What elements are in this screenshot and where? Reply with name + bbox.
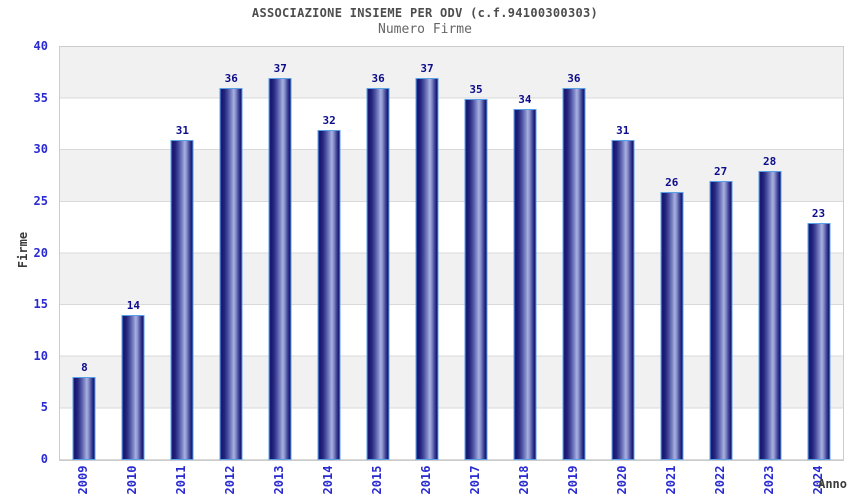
bar: [758, 170, 782, 460]
x-tick-label: 2019: [565, 465, 580, 495]
x-axis-tick-labels: 2009 2010 2011 2012 2013 2014 2015 2016 2017 2018…: [59, 460, 842, 500]
bar-slot: 8: [60, 47, 109, 460]
bar-slot: 27: [696, 47, 745, 460]
x-tick-label: 2023: [761, 465, 776, 495]
bar: [366, 88, 390, 460]
x-tick-label: 2014: [321, 465, 336, 495]
bar-slot: 23: [794, 47, 843, 460]
bar: [317, 129, 341, 460]
bar-slot: 36: [207, 47, 256, 460]
x-tick-label: 2015: [370, 465, 385, 495]
bar-slot: 37: [256, 47, 305, 460]
bar: [170, 139, 194, 460]
x-tick-label: 2022: [712, 465, 727, 495]
bar-slot: 14: [109, 47, 158, 460]
x-tick-label: 2021: [663, 465, 678, 495]
x-tick-label: 2017: [467, 465, 482, 495]
bar-value-label: 36: [224, 72, 238, 86]
bar-value-label: 23: [811, 206, 826, 220]
bar-value-label: 36: [567, 72, 581, 86]
bar: [807, 222, 831, 460]
bar: [121, 315, 145, 460]
x-tick-label: 2012: [223, 465, 238, 495]
bar-slot: 37: [403, 47, 452, 460]
chart-subtitle: Numero Firme: [378, 22, 472, 37]
y-tick-label: 20: [33, 245, 48, 260]
bar: [513, 108, 537, 460]
bar: [611, 139, 635, 460]
bar-slot: 31: [598, 47, 647, 460]
y-tick-label: 35: [33, 90, 48, 105]
y-tick-label: 30: [33, 142, 48, 157]
bar: [562, 88, 586, 460]
bar-slot: 34: [500, 47, 549, 460]
y-tick-label: 5: [40, 400, 48, 415]
y-tick-label: 25: [33, 193, 48, 208]
bar-slot: 35: [452, 47, 501, 460]
y-tick-label: 10: [33, 348, 48, 363]
bar-value-label: 28: [762, 154, 777, 168]
bar-value-label: 26: [665, 175, 679, 189]
bar: [709, 181, 733, 460]
bar: [72, 377, 96, 460]
y-tick-label: 15: [33, 297, 48, 312]
bar: [268, 77, 292, 460]
bar: [415, 77, 439, 460]
bar-value-label: 37: [273, 61, 287, 75]
y-tick-label: 0: [40, 452, 48, 466]
bar-slot: 36: [549, 47, 598, 460]
bar-slot: 28: [745, 47, 794, 460]
chart-title: ASSOCIAZIONE INSIEME PER ODV (c.f.941003…: [251, 6, 599, 20]
bar: [464, 98, 488, 460]
bar-slot: 32: [305, 47, 354, 460]
y-tick-label: 40: [33, 39, 48, 53]
bar-value-label: 31: [616, 123, 630, 137]
bar: [660, 191, 684, 460]
bar-value-label: 37: [420, 61, 434, 75]
x-tick-label: 2010: [125, 465, 140, 495]
bar-value-label: 8: [81, 361, 88, 375]
x-tick-label: 2011: [174, 465, 189, 495]
bar-value-label: 36: [371, 72, 385, 86]
bar-slot: 31: [158, 47, 207, 460]
x-tick-label: 2016: [419, 465, 434, 495]
bar-value-label: 32: [322, 113, 336, 127]
x-tick-label: 2013: [272, 465, 287, 495]
x-axis-title: Anno: [818, 477, 847, 491]
x-tick-label: 2018: [516, 465, 531, 495]
bar-value-label: 31: [175, 123, 189, 137]
bar-slot: 36: [354, 47, 403, 460]
y-axis-tick-labels: 0 5 10 15 20 25 30 35 40: [0, 39, 54, 466]
plot-area: 8 14 31 36 37 32 36 37 35 34 36 31 26 27 28 23: [59, 46, 844, 461]
bar-value-label: 35: [469, 82, 483, 96]
x-tick-label: 2020: [614, 465, 629, 495]
bar-value-label: 34: [518, 92, 532, 106]
x-tick-label: 2009: [76, 465, 91, 495]
bar-slot: 26: [647, 47, 696, 460]
bar: [219, 88, 243, 460]
bar-value-label: 27: [714, 165, 728, 179]
bar-value-label: 14: [126, 299, 141, 313]
